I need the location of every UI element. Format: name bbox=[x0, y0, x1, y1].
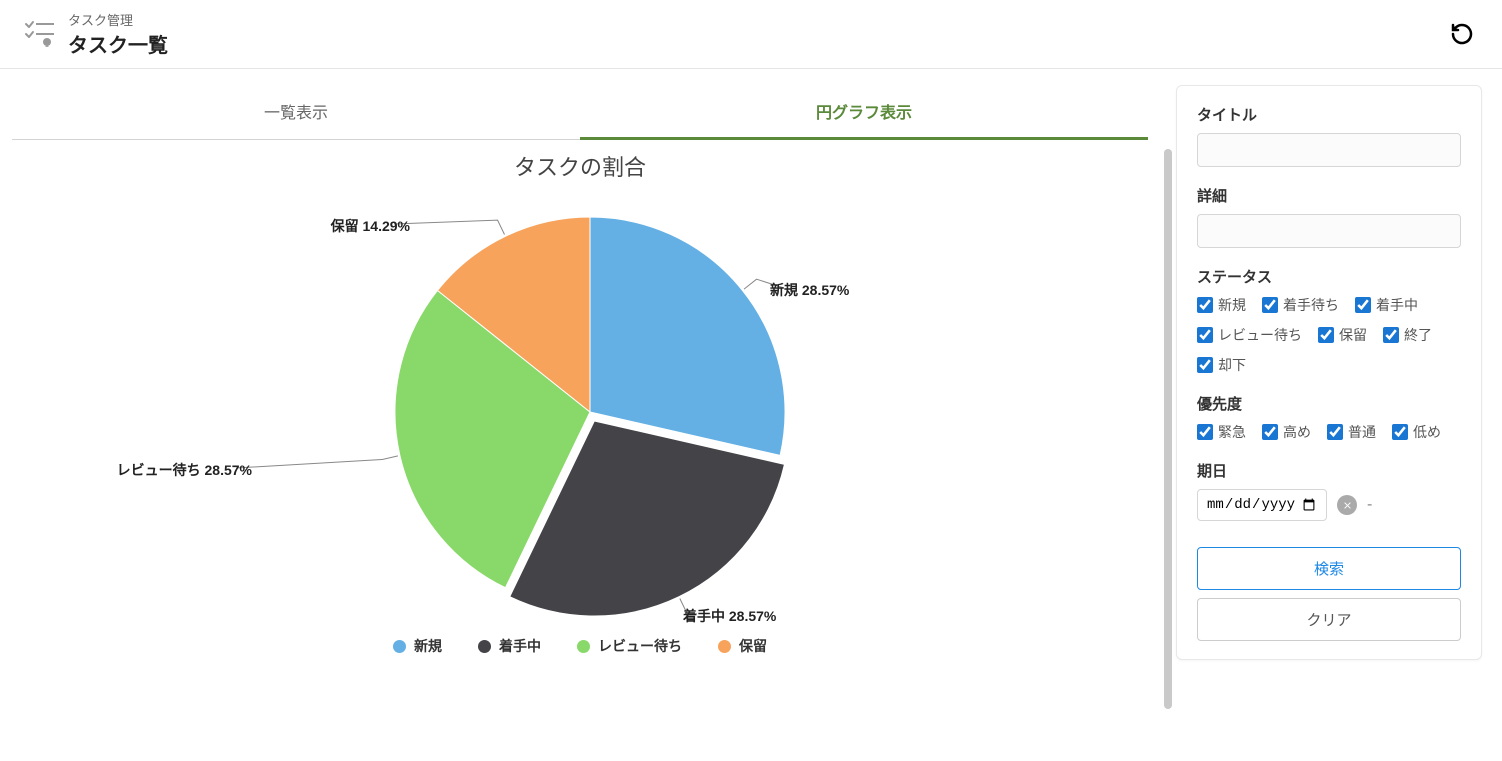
legend-item-0[interactable]: 新規 bbox=[393, 636, 442, 656]
chart-legend: 新規 着手中 レビュー待ち 保留 bbox=[12, 636, 1148, 656]
main: 一覧表示 円グラフ表示 タスクの割合 新規 28.57%着手中 28.57%レビ… bbox=[0, 69, 1502, 761]
legend-label: 着手中 bbox=[499, 636, 541, 656]
deadline-date-input[interactable] bbox=[1197, 489, 1327, 521]
status-label-3: レビュー待ち bbox=[1218, 325, 1302, 345]
breadcrumb: タスク管理 bbox=[68, 10, 168, 29]
search-button[interactable]: 検索 bbox=[1197, 547, 1461, 590]
filter-title-group: タイトル bbox=[1197, 104, 1461, 167]
pie-chart bbox=[30, 192, 1130, 632]
status-checkbox-3[interactable] bbox=[1197, 327, 1213, 343]
refresh-button[interactable] bbox=[1446, 18, 1478, 50]
legend-dot bbox=[478, 640, 491, 653]
filter-deadline-label: 期日 bbox=[1197, 460, 1461, 481]
priority-item-3[interactable]: 低め bbox=[1392, 422, 1441, 442]
priority-label-0: 緊急 bbox=[1218, 422, 1246, 442]
status-item-5[interactable]: 終了 bbox=[1383, 325, 1432, 345]
status-label-6: 却下 bbox=[1218, 355, 1246, 375]
filter-title-label: タイトル bbox=[1197, 104, 1461, 125]
slice-label-1: 着手中 28.57% bbox=[683, 606, 776, 626]
priority-checkbox-0[interactable] bbox=[1197, 424, 1213, 440]
slice-label-3: 保留 14.29% bbox=[331, 216, 410, 236]
filter-detail-group: 詳細 bbox=[1197, 185, 1461, 248]
legend-label: 保留 bbox=[739, 636, 767, 656]
status-item-4[interactable]: 保留 bbox=[1318, 325, 1367, 345]
status-item-6[interactable]: 却下 bbox=[1197, 355, 1246, 375]
priority-item-0[interactable]: 緊急 bbox=[1197, 422, 1246, 442]
legend-item-3[interactable]: 保留 bbox=[718, 636, 767, 656]
filter-deadline-group: 期日 - bbox=[1197, 460, 1461, 521]
priority-label-2: 普通 bbox=[1348, 422, 1376, 442]
leader-line bbox=[236, 456, 398, 468]
status-item-0[interactable]: 新規 bbox=[1197, 295, 1246, 315]
filter-panel: タイトル 詳細 ステータス 新規 着手待ち 着手中レビュー待ち 保留 終了却下 優先度 bbox=[1176, 85, 1482, 660]
legend-dot bbox=[718, 640, 731, 653]
page-title: タスク一覧 bbox=[68, 29, 168, 58]
status-checkbox-2[interactable] bbox=[1355, 297, 1371, 313]
scrollbar-thumb[interactable] bbox=[1164, 149, 1172, 709]
status-item-3[interactable]: レビュー待ち bbox=[1197, 325, 1302, 345]
legend-item-1[interactable]: 着手中 bbox=[478, 636, 541, 656]
pie-container: 新規 28.57% 着手中 28.57% レビュー待ち 28.57% 保留 14.29… bbox=[12, 192, 1148, 632]
status-label-1: 着手待ち bbox=[1283, 295, 1339, 315]
status-checkbox-6[interactable] bbox=[1197, 357, 1213, 373]
priority-label-3: 低め bbox=[1413, 422, 1441, 442]
status-label-2: 着手中 bbox=[1376, 295, 1418, 315]
title-input[interactable] bbox=[1197, 133, 1461, 167]
priority-item-1[interactable]: 高め bbox=[1262, 422, 1311, 442]
legend-dot bbox=[393, 640, 406, 653]
legend-item-2[interactable]: レビュー待ち bbox=[577, 636, 682, 656]
priority-checkbox-3[interactable] bbox=[1392, 424, 1408, 440]
slice-label-2: レビュー待ち 28.57% bbox=[117, 460, 252, 480]
chart-area: タスクの割合 新規 28.57% 着手中 28.57% レビュー待ち 28.57% 保… bbox=[12, 150, 1148, 710]
priority-checkbox-1[interactable] bbox=[1262, 424, 1278, 440]
filter-status-group: ステータス 新規 着手待ち 着手中レビュー待ち 保留 終了却下 bbox=[1197, 266, 1461, 375]
status-checkbox-4[interactable] bbox=[1318, 327, 1334, 343]
header: タスク管理 タスク一覧 bbox=[0, 0, 1502, 69]
sidebar: タイトル 詳細 ステータス 新規 着手待ち 着手中レビュー待ち 保留 終了却下 優先度 bbox=[1172, 69, 1502, 761]
status-checks: 新規 着手待ち 着手中レビュー待ち 保留 終了却下 bbox=[1197, 295, 1461, 375]
status-item-2[interactable]: 着手中 bbox=[1355, 295, 1418, 315]
content-scrollbar[interactable] bbox=[1164, 149, 1172, 709]
tab-pie[interactable]: 円グラフ表示 bbox=[580, 85, 1148, 140]
clear-date-button[interactable] bbox=[1337, 495, 1357, 515]
header-left: タスク管理 タスク一覧 bbox=[24, 10, 168, 58]
content: 一覧表示 円グラフ表示 タスクの割合 新規 28.57%着手中 28.57%レビ… bbox=[0, 69, 1172, 761]
leader-line bbox=[394, 220, 505, 234]
filter-detail-label: 詳細 bbox=[1197, 185, 1461, 206]
header-titles: タスク管理 タスク一覧 bbox=[68, 10, 168, 58]
slice-label-0: 新規 28.57% bbox=[770, 280, 849, 300]
tab-list[interactable]: 一覧表示 bbox=[12, 85, 580, 140]
filter-priority-label: 優先度 bbox=[1197, 393, 1461, 414]
detail-input[interactable] bbox=[1197, 214, 1461, 248]
filter-priority-group: 優先度 緊急 高め 普通 低め bbox=[1197, 393, 1461, 442]
priority-checks: 緊急 高め 普通 低め bbox=[1197, 422, 1461, 442]
status-checkbox-5[interactable] bbox=[1383, 327, 1399, 343]
status-item-1[interactable]: 着手待ち bbox=[1262, 295, 1339, 315]
date-range-separator: - bbox=[1367, 496, 1372, 514]
legend-label: 新規 bbox=[414, 636, 442, 656]
pie-slice-0[interactable] bbox=[590, 217, 785, 455]
status-checkbox-0[interactable] bbox=[1197, 297, 1213, 313]
priority-checkbox-2[interactable] bbox=[1327, 424, 1343, 440]
status-label-5: 終了 bbox=[1404, 325, 1432, 345]
status-label-0: 新規 bbox=[1218, 295, 1246, 315]
clear-button[interactable]: クリア bbox=[1197, 598, 1461, 641]
chart-title: タスクの割合 bbox=[12, 150, 1148, 182]
status-label-4: 保留 bbox=[1339, 325, 1367, 345]
priority-item-2[interactable]: 普通 bbox=[1327, 422, 1376, 442]
filter-status-label: ステータス bbox=[1197, 266, 1461, 287]
task-list-icon bbox=[24, 18, 56, 50]
legend-dot bbox=[577, 640, 590, 653]
legend-label: レビュー待ち bbox=[598, 636, 682, 656]
status-checkbox-1[interactable] bbox=[1262, 297, 1278, 313]
priority-label-1: 高め bbox=[1283, 422, 1311, 442]
tabs: 一覧表示 円グラフ表示 bbox=[12, 85, 1148, 140]
